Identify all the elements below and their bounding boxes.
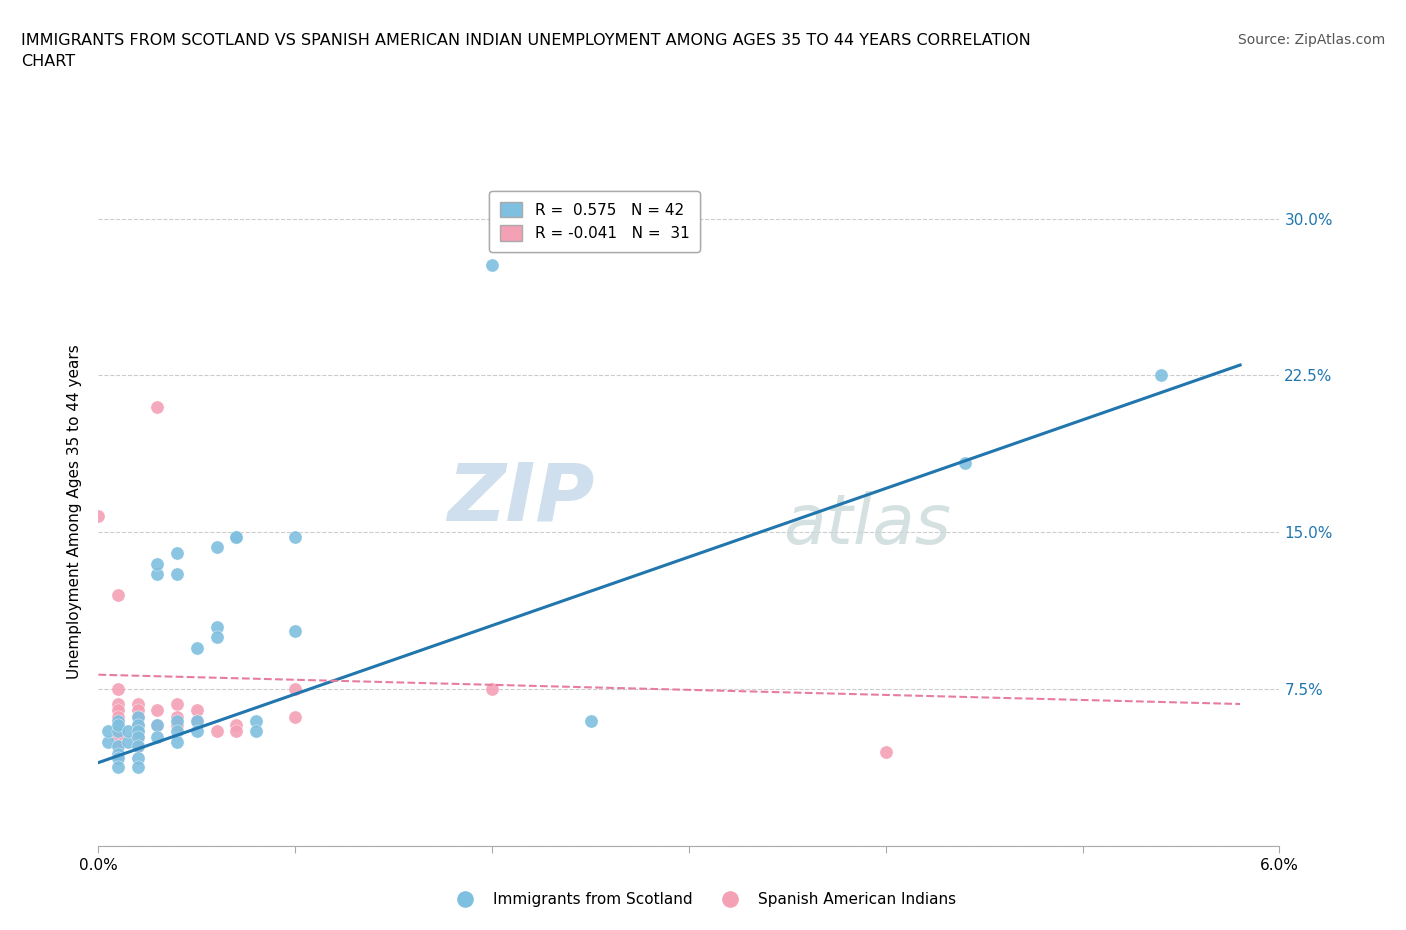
Point [117,724,139,738]
Point [107,747,129,762]
Point [245,724,267,738]
Point [225,529,247,544]
Point [146,718,169,733]
Point [127,730,149,745]
Point [127,710,149,724]
Point [205,539,228,554]
Point [127,724,149,738]
Legend: Immigrants from Scotland, Spanish American Indians: Immigrants from Scotland, Spanish Americ… [444,886,962,913]
Point [107,710,129,724]
Point [107,724,129,738]
Point [186,713,208,728]
Point [107,703,129,718]
Point [97,735,120,750]
Point [953,456,976,471]
Point [166,546,188,561]
Point [107,738,129,753]
Point [245,713,267,728]
Text: IMMIGRANTS FROM SCOTLAND VS SPANISH AMERICAN INDIAN UNEMPLOYMENT AMONG AGES 35 T: IMMIGRANTS FROM SCOTLAND VS SPANISH AMER… [21,33,1031,69]
Point [205,619,228,634]
Point [146,567,169,582]
Point [225,529,247,544]
Point [166,735,188,750]
Point [146,556,169,571]
Point [186,703,208,718]
Point [166,710,188,724]
Point [205,630,228,644]
Point [284,623,307,638]
Point [284,529,307,544]
Point [225,718,247,733]
Point [127,738,149,753]
Y-axis label: Unemployment Among Ages 35 to 44 years: Unemployment Among Ages 35 to 44 years [67,344,83,679]
Point [127,751,149,766]
Point [97,724,120,738]
Point [107,738,129,753]
Point [186,713,208,728]
Point [87,509,110,524]
Point [127,738,149,753]
Point [166,567,188,582]
Point [107,588,129,603]
Point [205,724,228,738]
Point [284,710,307,724]
Point [284,682,307,697]
Legend: R =  0.575   N = 42, R = -0.041   N =  31: R = 0.575 N = 42, R = -0.041 N = 31 [489,191,700,252]
Point [146,730,169,745]
Point [107,724,129,738]
Point [107,718,129,733]
Point [107,682,129,697]
Point [127,730,149,745]
Point [166,713,188,728]
Point [127,724,149,738]
Point [166,697,188,711]
Point [127,718,149,733]
Point [107,759,129,774]
Point [127,697,149,711]
Point [107,751,129,766]
Point [127,710,149,724]
Point [481,258,503,272]
Point [146,718,169,733]
Point [117,735,139,750]
Point [225,724,247,738]
Text: Source: ZipAtlas.com: Source: ZipAtlas.com [1237,33,1385,46]
Point [107,730,129,745]
Point [127,703,149,718]
Text: atlas: atlas [783,491,952,558]
Point [186,724,208,738]
Point [146,703,169,718]
Point [579,713,602,728]
Point [127,759,149,774]
Point [107,697,129,711]
Text: ZIP: ZIP [447,459,595,538]
Point [107,713,129,728]
Point [146,400,169,415]
Point [481,682,503,697]
Point [875,745,897,760]
Point [166,718,188,733]
Point [186,640,208,655]
Point [127,718,149,733]
Point [1150,368,1173,383]
Point [166,724,188,738]
